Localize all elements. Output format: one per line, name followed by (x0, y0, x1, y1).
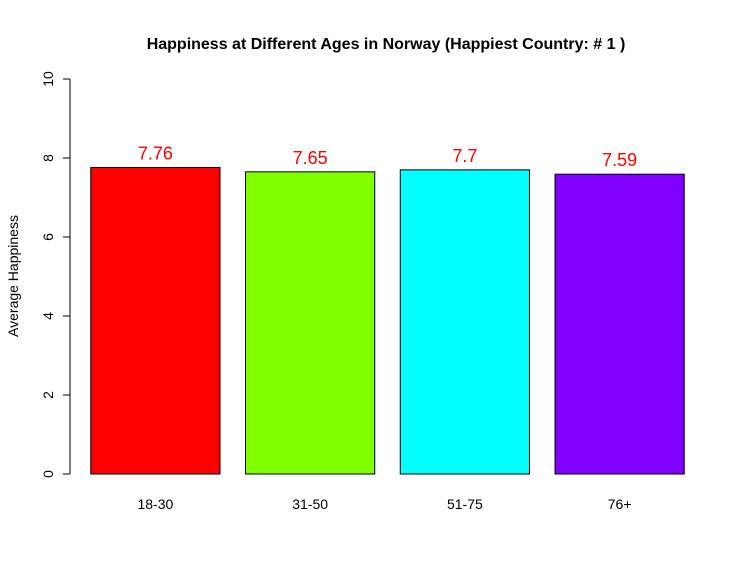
data-label: 7.7 (452, 146, 477, 166)
y-tick-label: 0 (40, 470, 56, 478)
x-tick-label: 31-50 (292, 496, 328, 512)
y-tick-label: 10 (40, 71, 56, 87)
x-tick-label: 51-75 (447, 496, 483, 512)
y-axis-label: Average Happiness (5, 215, 21, 337)
y-axis: 0 2 4 6 8 10 (40, 71, 71, 478)
x-tick-label: 18-30 (137, 496, 173, 512)
data-label: 7.76 (138, 143, 173, 163)
data-labels-group: 7.76 7.65 7.7 7.59 (138, 143, 637, 170)
chart-title: Happiness at Different Ages in Norway (H… (147, 36, 626, 53)
y-tick-label: 6 (40, 233, 56, 241)
bars-group (90, 166, 685, 475)
data-label: 7.65 (293, 148, 328, 168)
category-labels-group: 18-30 31-50 51-75 76+ (137, 496, 631, 512)
x-tick-label: 76+ (608, 496, 632, 512)
y-tick-label: 2 (40, 391, 56, 399)
bar-18-30 (90, 166, 221, 475)
y-tick-label: 8 (40, 154, 56, 162)
y-tick-label: 4 (40, 312, 56, 320)
data-label: 7.59 (602, 150, 637, 170)
bar-51-75 (399, 169, 530, 475)
bar-31-50 (245, 171, 376, 475)
bar-76+ (554, 173, 685, 475)
